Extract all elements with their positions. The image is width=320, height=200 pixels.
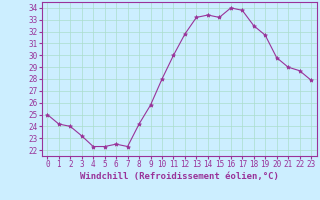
X-axis label: Windchill (Refroidissement éolien,°C): Windchill (Refroidissement éolien,°C) xyxy=(80,172,279,181)
